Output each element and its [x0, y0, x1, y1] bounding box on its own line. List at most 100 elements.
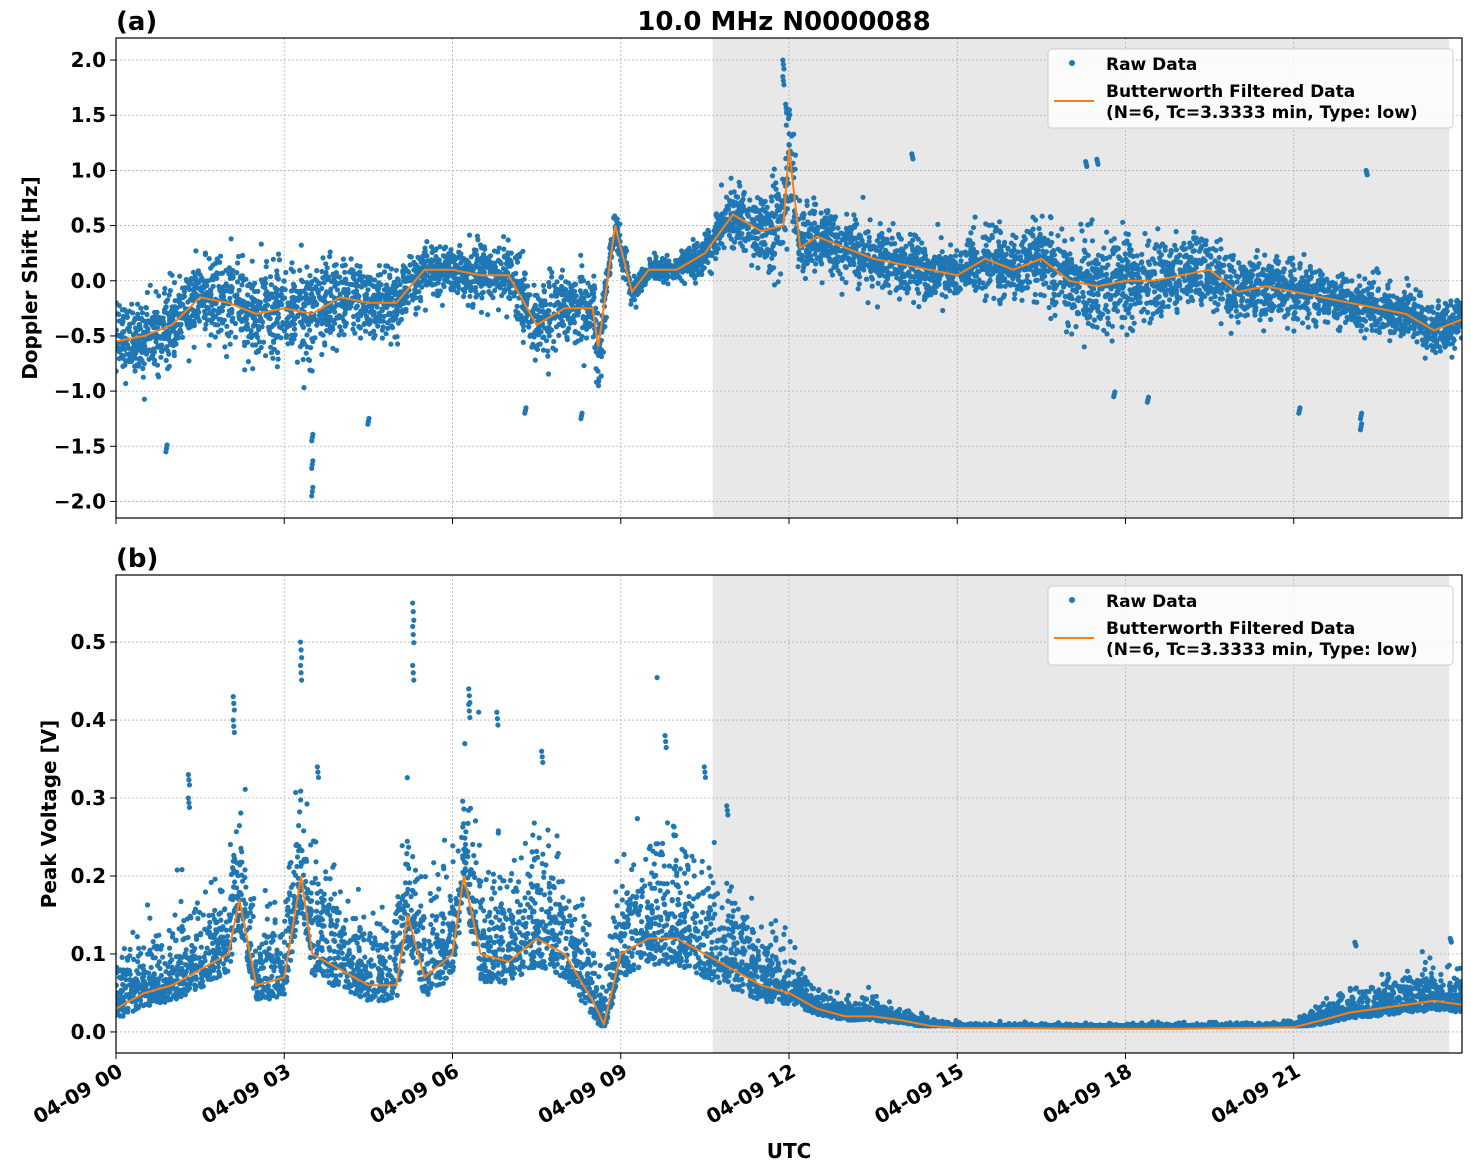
- raw-data-point: [1139, 252, 1144, 257]
- raw-data-point: [401, 263, 406, 268]
- raw-data-point: [440, 303, 445, 308]
- raw-data-point: [596, 383, 601, 388]
- raw-data-point: [217, 260, 222, 265]
- raw-data-point: [222, 344, 227, 349]
- raw-data-point: [948, 242, 953, 247]
- raw-data-point: [1120, 220, 1125, 225]
- raw-data-point: [1083, 309, 1088, 314]
- raw-data-point: [492, 248, 497, 253]
- raw-data-point: [765, 205, 770, 210]
- raw-data-point: [578, 253, 583, 258]
- raw-data-point: [875, 304, 880, 309]
- raw-data-point: [765, 211, 770, 216]
- raw-data-point: [441, 282, 446, 287]
- raw-data-point: [282, 328, 287, 333]
- raw-data-point: [342, 310, 347, 315]
- raw-data-point: [127, 322, 132, 327]
- raw-data-point: [1100, 286, 1105, 291]
- raw-data-point: [1067, 251, 1072, 256]
- raw-data-point: [762, 254, 767, 259]
- raw-data-point: [380, 336, 385, 341]
- raw-data-point: [1056, 247, 1061, 252]
- raw-data-point: [857, 281, 862, 286]
- raw-data-point: [1103, 307, 1108, 312]
- raw-data-point: [1162, 289, 1167, 294]
- raw-data-point: [1085, 315, 1090, 320]
- raw-data-point: [1101, 245, 1106, 250]
- raw-data-point: [579, 334, 584, 339]
- raw-data-point: [466, 303, 471, 308]
- raw-data-point: [148, 283, 153, 288]
- raw-data-point: [840, 258, 845, 263]
- raw-data-point: [1110, 271, 1115, 276]
- raw-data-point: [235, 279, 240, 284]
- raw-data-point: [935, 222, 940, 227]
- raw-data-point: [306, 357, 311, 362]
- raw-data-point: [828, 268, 833, 273]
- raw-data-point: [1104, 272, 1109, 277]
- raw-data-point: [1141, 318, 1146, 323]
- raw-data-point: [1049, 231, 1054, 236]
- raw-data-point: [789, 197, 794, 202]
- raw-data-point: [739, 199, 744, 204]
- raw-data-point: [237, 317, 242, 322]
- raw-data-point: [940, 292, 945, 297]
- raw-data-point: [970, 241, 975, 246]
- raw-data-point: [233, 335, 238, 340]
- raw-data-point: [310, 301, 315, 306]
- raw-data-point: [632, 297, 637, 302]
- raw-data-point: [809, 247, 814, 252]
- raw-data-point: [185, 299, 190, 304]
- raw-data-point: [707, 269, 712, 274]
- raw-data-point: [157, 334, 162, 339]
- raw-data-point: [732, 189, 737, 194]
- raw-data-point: [778, 271, 783, 276]
- raw-data-point: [349, 267, 354, 272]
- raw-data-point: [583, 289, 588, 294]
- raw-data-point: [1043, 281, 1048, 286]
- raw-data-point: [411, 261, 416, 266]
- raw-data-point: [953, 253, 958, 258]
- raw-data-point: [319, 352, 324, 357]
- raw-data-point: [151, 325, 156, 330]
- raw-data-point: [906, 271, 911, 276]
- raw-data-point: [203, 322, 208, 327]
- raw-data-point: [1095, 270, 1100, 275]
- raw-data-point: [168, 288, 173, 293]
- raw-data-point: [263, 313, 268, 318]
- raw-data-point: [273, 285, 278, 290]
- raw-data-point: [241, 278, 246, 283]
- raw-data-point: [869, 275, 874, 280]
- raw-data-point: [1168, 269, 1173, 274]
- raw-data-point: [525, 292, 530, 297]
- raw-data-point: [203, 326, 208, 331]
- raw-data-point: [326, 315, 331, 320]
- raw-data-point: [497, 245, 502, 250]
- raw-data-point: [1144, 283, 1149, 288]
- raw-data-point: [1079, 228, 1084, 233]
- raw-data-point: [1159, 313, 1164, 318]
- raw-data-point: [1059, 289, 1064, 294]
- raw-data-point: [165, 366, 170, 371]
- raw-data-point: [575, 312, 580, 317]
- raw-data-point: [471, 267, 476, 272]
- raw-data-point: [893, 267, 898, 272]
- raw-data-point: [786, 142, 791, 147]
- raw-data-point: [563, 279, 568, 284]
- raw-data-point: [755, 236, 760, 241]
- raw-data-point: [1081, 300, 1086, 305]
- raw-data-point: [530, 308, 535, 313]
- raw-data-point: [1040, 276, 1045, 281]
- raw-data-point: [892, 241, 897, 246]
- raw-data-point: [864, 277, 869, 282]
- raw-data-point: [346, 287, 351, 292]
- raw-data-point: [694, 264, 699, 269]
- raw-data-point: [789, 133, 794, 138]
- raw-data-point: [433, 273, 438, 278]
- raw-data-point: [899, 237, 904, 242]
- raw-data-point: [985, 249, 990, 254]
- raw-data-point: [474, 252, 479, 257]
- raw-data-point: [838, 271, 843, 276]
- raw-data-point: [941, 257, 946, 262]
- raw-data-point: [117, 346, 122, 351]
